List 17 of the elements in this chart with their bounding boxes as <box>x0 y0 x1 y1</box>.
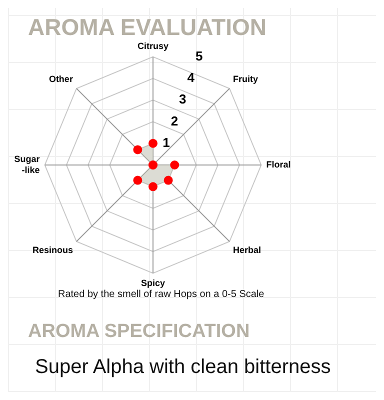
spoke-label: Herbal <box>233 244 262 255</box>
text: Super Alpha with clean bitterness <box>35 356 331 379</box>
spoke-label: Sugar -like <box>14 154 40 175</box>
chart-title: AROMA EVALUATION <box>28 14 267 41</box>
y-tick-label: 2 <box>170 113 178 128</box>
y-tick-label: 3 <box>179 92 186 107</box>
spoke-label: Floral <box>266 159 291 170</box>
spoke-label: Citrusy <box>137 40 169 51</box>
text: AROMA SPECIFICATION <box>28 321 250 343</box>
spoke-label: Spicy <box>140 278 166 288</box>
text: Rated by the smell of raw Hops on a 0-5 Scale <box>58 289 264 300</box>
y-tick-label: 1 <box>162 134 170 150</box>
y-tick-label: 4 <box>187 70 196 86</box>
spoke-label: Other <box>48 74 74 84</box>
spoke-label: Fruity <box>233 74 258 84</box>
spoke-label: Resinous <box>32 244 73 255</box>
y-tick-label: 5 <box>196 48 203 64</box>
